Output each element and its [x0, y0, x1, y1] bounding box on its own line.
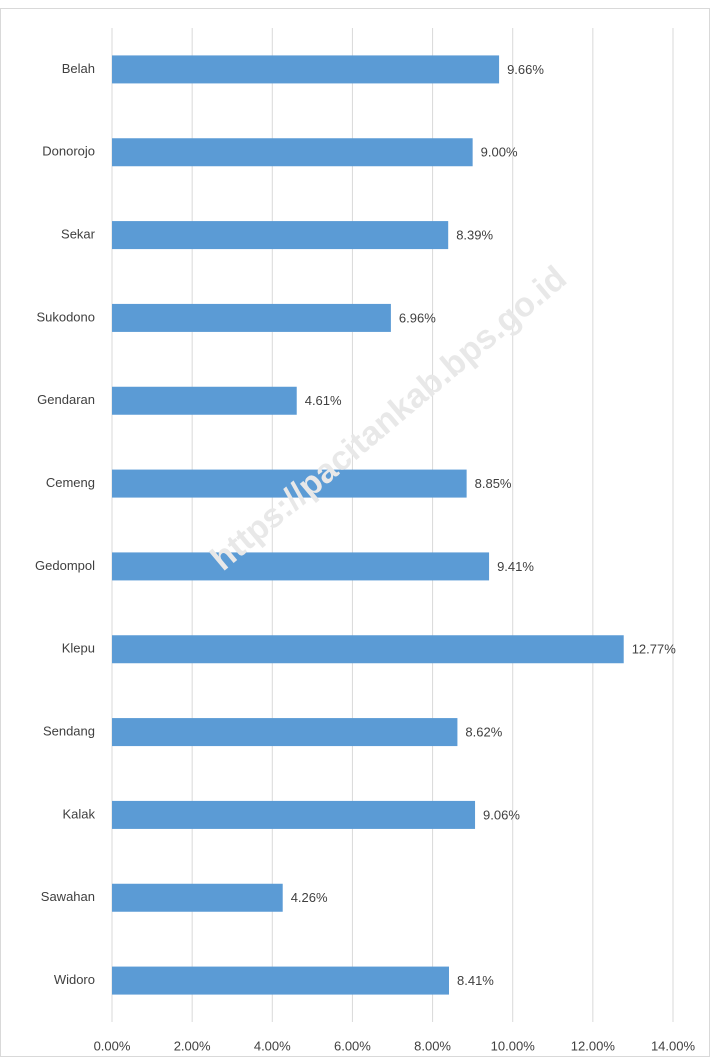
bar: [112, 800, 476, 829]
x-tick-label: 6.00%: [334, 1038, 371, 1053]
data-label: 9.66%: [507, 62, 544, 77]
bar: [112, 303, 391, 332]
data-label: 9.41%: [497, 559, 534, 574]
bar: [112, 966, 450, 995]
bar: [112, 469, 467, 498]
bar: [112, 635, 624, 664]
y-tick-label: Sukodono: [36, 309, 95, 324]
x-tick-label: 12.00%: [571, 1038, 616, 1053]
y-tick-label: Cemeng: [46, 475, 95, 490]
y-tick-label: Sendang: [43, 724, 95, 739]
y-tick-label: Belah: [62, 61, 95, 76]
y-tick-label: Gedompol: [35, 558, 95, 573]
y-tick-label: Sawahan: [41, 889, 95, 904]
x-tick-label: 0.00%: [94, 1038, 131, 1053]
data-label: 9.00%: [481, 145, 518, 160]
data-label: 8.41%: [457, 973, 494, 988]
y-tick-label: Klepu: [62, 641, 95, 656]
data-label: 12.77%: [632, 642, 677, 657]
y-tick-label: Sekar: [61, 227, 96, 242]
bar: [112, 55, 500, 84]
x-tick-label: 2.00%: [174, 1038, 211, 1053]
y-tick-label: Donorojo: [42, 144, 95, 159]
x-tick-label: 8.00%: [414, 1038, 451, 1053]
data-label: 4.26%: [291, 890, 328, 905]
bars: [112, 55, 624, 995]
bar: [112, 552, 490, 581]
x-tick-label: 10.00%: [491, 1038, 536, 1053]
bar: [112, 386, 297, 415]
bar: [112, 221, 449, 250]
y-tick-label: Gendaran: [37, 392, 95, 407]
data-label: 8.62%: [465, 725, 502, 740]
data-label: 8.85%: [475, 476, 512, 491]
bar: [112, 718, 458, 747]
y-tick-label: Widoro: [54, 972, 95, 987]
y-tick-label: Kalak: [62, 806, 95, 821]
bar: [112, 138, 473, 167]
data-label: 6.96%: [399, 310, 436, 325]
x-tick-label: 14.00%: [651, 1038, 696, 1053]
data-label: 9.06%: [483, 807, 520, 822]
data-label: 8.39%: [456, 228, 493, 243]
data-label: 4.61%: [305, 393, 342, 408]
x-tick-label: 4.00%: [254, 1038, 291, 1053]
bar: [112, 883, 283, 912]
grid: [111, 28, 674, 1022]
